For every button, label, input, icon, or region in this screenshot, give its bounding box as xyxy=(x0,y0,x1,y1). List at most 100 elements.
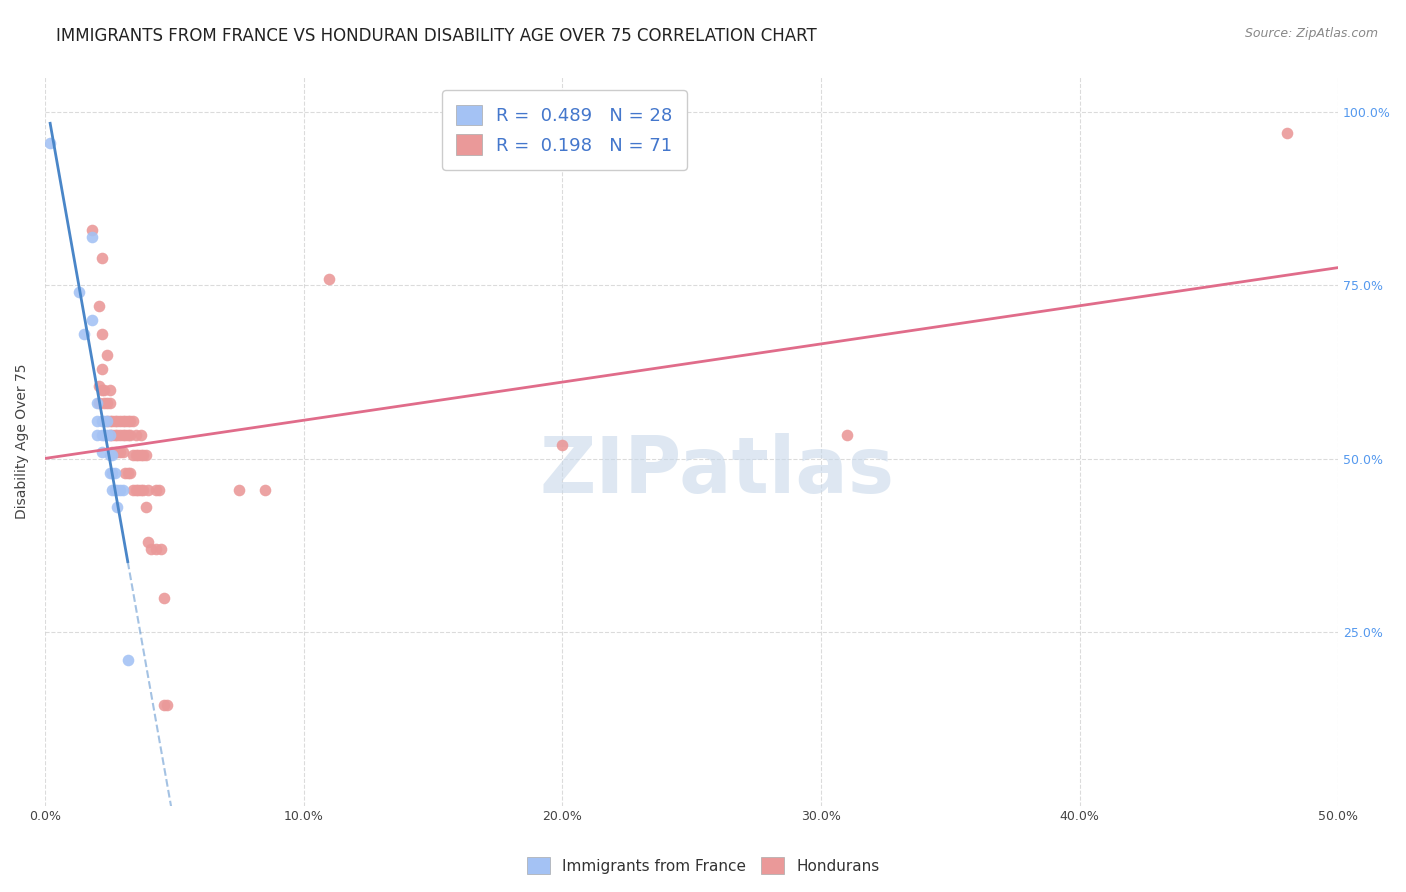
Point xyxy=(101,449,124,463)
Y-axis label: Disability Age Over 75: Disability Age Over 75 xyxy=(15,364,30,519)
Point xyxy=(124,449,146,463)
Point xyxy=(228,483,250,497)
Point xyxy=(111,483,134,497)
Point xyxy=(135,500,157,515)
Point xyxy=(153,698,176,712)
Point xyxy=(67,285,90,300)
Point xyxy=(101,466,124,480)
Point xyxy=(104,427,127,442)
Legend: Immigrants from France, Hondurans: Immigrants from France, Hondurans xyxy=(520,851,886,880)
Point xyxy=(89,299,111,313)
Point xyxy=(138,535,160,549)
Point xyxy=(101,483,124,497)
Point xyxy=(153,591,176,605)
Point xyxy=(101,414,124,428)
Point xyxy=(108,483,131,497)
Point xyxy=(551,438,574,452)
Point xyxy=(98,466,121,480)
Point xyxy=(104,414,127,428)
Point xyxy=(93,383,115,397)
Point xyxy=(117,466,139,480)
Point xyxy=(135,449,157,463)
Point xyxy=(98,449,121,463)
Point xyxy=(127,483,149,497)
Point xyxy=(117,427,139,442)
Point xyxy=(96,414,118,428)
Point xyxy=(104,445,127,459)
Point xyxy=(253,483,276,497)
Point xyxy=(139,541,162,556)
Point xyxy=(105,483,128,497)
Point xyxy=(145,541,167,556)
Point xyxy=(93,414,115,428)
Point xyxy=(132,483,155,497)
Point xyxy=(104,466,127,480)
Point xyxy=(96,348,118,362)
Point xyxy=(89,379,111,393)
Point xyxy=(129,483,152,497)
Point xyxy=(89,396,111,410)
Point xyxy=(138,483,160,497)
Point xyxy=(105,500,128,515)
Point xyxy=(101,427,124,442)
Point xyxy=(105,445,128,459)
Point xyxy=(80,230,103,244)
Point xyxy=(90,414,112,428)
Point xyxy=(117,414,139,428)
Point xyxy=(98,383,121,397)
Point xyxy=(150,541,173,556)
Point xyxy=(145,483,167,497)
Point xyxy=(90,383,112,397)
Point xyxy=(129,427,152,442)
Point xyxy=(86,427,108,442)
Point xyxy=(39,136,62,151)
Point xyxy=(111,445,134,459)
Point xyxy=(114,466,136,480)
Point xyxy=(104,483,127,497)
Point xyxy=(129,449,152,463)
Point xyxy=(122,449,145,463)
Point xyxy=(108,427,131,442)
Point xyxy=(318,271,340,285)
Point xyxy=(105,414,128,428)
Point xyxy=(124,427,146,442)
Text: IMMIGRANTS FROM FRANCE VS HONDURAN DISABILITY AGE OVER 75 CORRELATION CHART: IMMIGRANTS FROM FRANCE VS HONDURAN DISAB… xyxy=(56,27,817,45)
Point xyxy=(155,698,177,712)
Point xyxy=(120,414,142,428)
Point xyxy=(1275,126,1298,140)
Point xyxy=(111,427,134,442)
Point xyxy=(86,396,108,410)
Point xyxy=(86,414,108,428)
Point xyxy=(98,396,121,410)
Point xyxy=(111,414,134,428)
Point xyxy=(132,449,155,463)
Point xyxy=(108,445,131,459)
Point xyxy=(80,313,103,327)
Point xyxy=(120,466,142,480)
Point xyxy=(148,483,170,497)
Point xyxy=(90,326,112,341)
Point xyxy=(127,449,149,463)
Point xyxy=(114,427,136,442)
Point xyxy=(98,414,121,428)
Point xyxy=(90,251,112,265)
Point xyxy=(101,445,124,459)
Point xyxy=(73,326,96,341)
Point xyxy=(108,414,131,428)
Point xyxy=(90,361,112,376)
Point xyxy=(120,427,142,442)
Legend: R =  0.489   N = 28, R =  0.198   N = 71: R = 0.489 N = 28, R = 0.198 N = 71 xyxy=(441,90,688,169)
Point xyxy=(122,414,145,428)
Point xyxy=(90,427,112,442)
Point xyxy=(90,445,112,459)
Point xyxy=(114,414,136,428)
Text: ZIPatlas: ZIPatlas xyxy=(540,433,896,508)
Point xyxy=(96,427,118,442)
Point xyxy=(122,483,145,497)
Point xyxy=(98,427,121,442)
Point xyxy=(98,427,121,442)
Point xyxy=(105,427,128,442)
Text: Source: ZipAtlas.com: Source: ZipAtlas.com xyxy=(1244,27,1378,40)
Point xyxy=(96,414,118,428)
Point xyxy=(117,653,139,667)
